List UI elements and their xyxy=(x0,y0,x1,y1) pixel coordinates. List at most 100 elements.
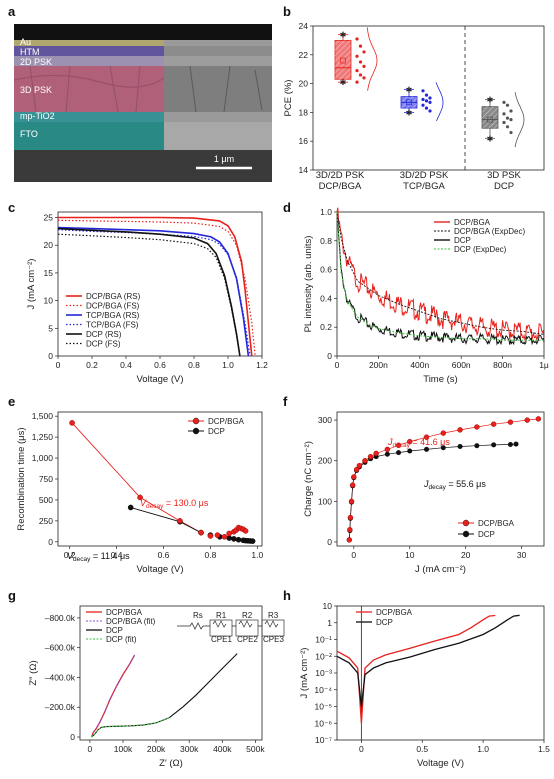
f-ytick-label: 200 xyxy=(318,456,332,466)
e-xlabel: Voltage (V) xyxy=(137,564,184,575)
f-point-dcp-bga xyxy=(347,514,354,521)
e-point-dcp-bga xyxy=(226,530,232,537)
e-fit-dcp-bga xyxy=(71,422,202,533)
g-ytick-label: –200.0k xyxy=(45,702,76,712)
b-point xyxy=(362,50,366,54)
d-legend-label: DCP (ExpDec) xyxy=(454,245,507,254)
b-point xyxy=(421,89,425,93)
f-point-dcp-bga xyxy=(490,421,497,427)
c-xtick-label: 0.6 xyxy=(154,360,166,370)
f-legend-dcp-label: DCP xyxy=(478,530,495,539)
h-ytick-label: 10 xyxy=(323,601,333,611)
g-series-dcp xyxy=(91,653,238,738)
panel-label-d: d xyxy=(283,200,291,215)
e-ytick-label: 500 xyxy=(39,495,53,505)
e-ylabel: Recombination time (μs) xyxy=(16,427,27,530)
h-ytick-label: 10⁻⁶ xyxy=(315,718,332,728)
f-xtick-label: 10 xyxy=(405,550,415,560)
f-point-dcp-bga xyxy=(423,434,430,440)
h-series-dcp xyxy=(336,614,520,707)
f-point-dcp-bga xyxy=(348,498,355,505)
circuit-cpe2: CPE2 xyxy=(237,635,258,644)
e-point-dcp xyxy=(249,538,256,544)
b-point xyxy=(355,37,359,41)
panel-label-a: a xyxy=(8,4,16,19)
circuit-cpe1: CPE1 xyxy=(211,635,232,644)
panel-label-g: g xyxy=(8,588,16,603)
f-xtick-label: 0 xyxy=(351,550,356,560)
f-point-dcp-bga xyxy=(346,537,353,543)
e-point-dcp-bga xyxy=(242,528,249,534)
b-point xyxy=(424,106,429,110)
panel-label-f: f xyxy=(283,394,288,409)
d-xtick-label: 400n xyxy=(410,360,429,370)
g-ylabel: Z″ (Ω) xyxy=(28,660,39,685)
c-ytick-label: 0 xyxy=(48,351,53,361)
d-legend-label: DCP/BGA xyxy=(454,218,491,227)
f-point-dcp-bga xyxy=(353,466,360,473)
b-point xyxy=(358,73,363,77)
f-point-dcp-bga xyxy=(349,482,356,488)
panel-label-e: e xyxy=(8,394,15,409)
layer-label-htm: HTM xyxy=(20,47,40,57)
circuit-r2: R2 xyxy=(242,611,253,620)
f-point-dcp-bga xyxy=(524,417,530,423)
b-extreme: ✱ xyxy=(487,134,494,143)
d-legend-label: DCP/BGA (ExpDec) xyxy=(454,227,525,236)
h-ytick-label: 1 xyxy=(327,618,332,628)
e-legend-dcp-marker xyxy=(192,427,200,435)
b-extreme: ✱ xyxy=(487,95,494,104)
g-xtick-label: 0 xyxy=(88,744,93,754)
e-point-dcp-bga xyxy=(177,518,183,524)
e-point-dcp-bga xyxy=(69,420,75,426)
c-legend-label: TCP/BGA (FS) xyxy=(86,321,139,330)
h-series-dcp-bga xyxy=(336,614,496,724)
b-group-2-line1: 3D/2D PSK xyxy=(400,170,449,181)
e-ytick-label: 1,000 xyxy=(32,453,54,463)
d-ytick-label: 0.4 xyxy=(320,293,332,303)
c-xtick-label: 1.0 xyxy=(222,360,234,370)
layer-label-2d-psk: 2D PSK xyxy=(20,57,52,67)
d-series-dcp xyxy=(336,211,545,346)
b-extreme: ✱ xyxy=(340,31,347,40)
h-xtick-label: 0 xyxy=(359,744,364,754)
f-point-dcp xyxy=(440,445,446,451)
c-series-line xyxy=(57,226,250,357)
b-mean xyxy=(340,57,346,64)
g-legend-label: DCP (fit) xyxy=(106,635,137,644)
layer-label-3d-psk: 3D PSK xyxy=(20,85,52,95)
circuit-r3: R3 xyxy=(268,611,279,620)
g-xlabel: Z′ (Ω) xyxy=(159,758,183,769)
d-xlabel: Time (s) xyxy=(423,374,457,385)
c-series-line xyxy=(57,233,241,357)
f-xlabel: J (mA cm⁻²) xyxy=(415,564,466,575)
b-point xyxy=(355,69,359,73)
b-point xyxy=(358,60,363,64)
f-point-dcp-bga xyxy=(347,527,353,533)
e-ytick-label: 1,250 xyxy=(32,432,54,442)
c-legend-label: DCP/BGA (RS) xyxy=(86,292,141,301)
f-point-dcp xyxy=(457,444,463,450)
b-ytick-label: 18 xyxy=(299,107,309,117)
f-point-dcp-bga xyxy=(457,427,463,433)
b-distribution-curve xyxy=(435,82,444,122)
e-fit-dcp xyxy=(130,507,202,533)
e-xtick-label: 0.8 xyxy=(204,550,216,560)
h-ytick-label: 10⁻² xyxy=(315,651,332,661)
b-mean xyxy=(487,116,493,123)
b-point xyxy=(428,100,432,104)
b-point xyxy=(505,125,510,129)
b-ytick-label: 14 xyxy=(299,165,309,175)
e-annotation-dcp-bga: Vdecay = 130.0 μs xyxy=(140,498,209,510)
h-xtick-label: 1.5 xyxy=(538,744,550,754)
b-point xyxy=(421,97,425,102)
g-legend-label: DCP/BGA (fit) xyxy=(106,617,156,626)
c-series-line xyxy=(58,216,253,357)
f-point-dcp-bga xyxy=(367,453,374,460)
panel-label-c: c xyxy=(8,200,15,215)
d-xtick-label: 0 xyxy=(335,360,340,370)
c-legend-label: DCP (RS) xyxy=(86,330,122,339)
c-xtick-label: 0.4 xyxy=(120,360,132,370)
f-point-dcp xyxy=(513,441,519,447)
b-point xyxy=(424,99,429,103)
